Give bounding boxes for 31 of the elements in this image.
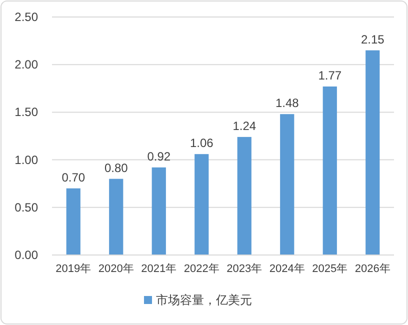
y-tick-label: 0.50: [14, 200, 38, 214]
bar: [280, 114, 294, 255]
y-tick-label: 0.00: [14, 248, 38, 262]
bar: [366, 50, 380, 255]
data-label: 1.48: [275, 96, 300, 110]
data-label: 0.80: [104, 160, 128, 175]
bar: [322, 86, 337, 255]
data-label: 1.24: [232, 118, 256, 133]
legend-label: 市场容量，亿美元: [156, 293, 252, 307]
bar: [109, 178, 124, 255]
data-label: 0.92: [147, 149, 171, 164]
x-tick-label: 2021年: [141, 263, 177, 275]
bar: [66, 188, 80, 255]
x-tick-label: 2022年: [184, 263, 220, 275]
bar: [152, 167, 166, 255]
data-label: 2.15: [360, 32, 385, 46]
bar: [237, 136, 252, 255]
data-label: 1.77: [318, 68, 342, 82]
x-tick-label: 2023年: [226, 263, 262, 275]
x-tick-label: 2026年: [354, 263, 390, 275]
x-tick-label: 2024年: [269, 263, 305, 275]
data-label: 1.06: [190, 136, 214, 150]
y-tick-label: 2.50: [14, 10, 38, 24]
y-tick-label: 1.50: [14, 105, 38, 120]
bar: [194, 154, 209, 255]
y-tick-label: 1.00: [14, 152, 38, 167]
x-tick-label: 2020年: [98, 263, 134, 275]
x-tick-label: 2025年: [312, 263, 348, 275]
data-label: 0.70: [62, 170, 86, 184]
y-tick-label: 2.00: [14, 58, 38, 72]
x-tick-label: 2019年: [56, 263, 92, 275]
